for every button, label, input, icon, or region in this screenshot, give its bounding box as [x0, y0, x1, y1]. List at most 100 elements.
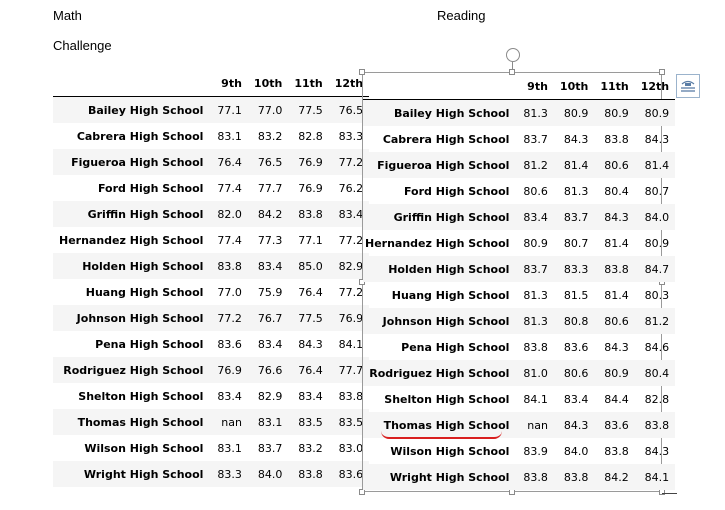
resize-handle-left[interactable]: [359, 279, 365, 285]
resize-handle-bottom[interactable]: [509, 489, 515, 495]
school-name-cell: Cabrera High School: [76, 129, 204, 143]
score-cell: 84.1: [644, 470, 670, 484]
score-cell: 83.8: [338, 389, 364, 403]
score-cell: 83.8: [298, 207, 323, 221]
score-cell: 80.3: [644, 288, 670, 302]
school-name-cell: Holden High School: [82, 259, 204, 273]
challenge-label: Challenge: [53, 38, 112, 53]
school-name-cell: Bailey High School: [393, 106, 510, 120]
reading-label: Reading: [437, 8, 486, 23]
table-row: Figueroa High School 81.2 81.4 80.6 81.4: [363, 152, 676, 178]
score-cell: 81.3: [563, 184, 589, 198]
score-cell: 83.0: [338, 441, 364, 455]
column-header: 12th: [634, 73, 676, 100]
score-cell: 83.6: [217, 337, 242, 351]
school-name-cell: Figueroa High School: [377, 158, 510, 172]
math-label: Math: [53, 8, 82, 23]
score-cell: 76.6: [257, 363, 283, 377]
score-cell: 84.3: [298, 337, 323, 351]
score-cell: 77.2: [338, 285, 364, 299]
school-name-cell: Johnson High School: [76, 311, 204, 325]
school-name-cell: Wright High School: [83, 467, 204, 481]
score-cell: 81.3: [523, 314, 548, 328]
score-cell: 82.8: [644, 392, 670, 406]
score-cell: 80.6: [604, 314, 629, 328]
reading-scores-table: 9th 10th 11th 12th Bailey High School 81.…: [363, 73, 676, 490]
score-cell: 77.2: [338, 233, 364, 247]
score-cell: 82.0: [217, 207, 242, 221]
table-row: Griffin High School 82.0 84.2 83.8 83.4: [53, 201, 370, 227]
layout-options-icon: [681, 80, 695, 92]
table-row: Rodriguez High School 76.9 76.6 76.4 77.7: [53, 357, 370, 383]
table-row: Holden High School 83.8 83.4 85.0 82.9: [53, 253, 370, 279]
score-cell: 76.4: [298, 285, 323, 299]
score-cell: 83.6: [563, 340, 589, 354]
table-row: Wright High School 83.8 83.8 84.2 84.1: [363, 464, 676, 490]
score-cell: 80.4: [644, 366, 670, 380]
score-cell: 84.0: [644, 210, 670, 224]
rotate-icon[interactable]: [506, 48, 520, 62]
column-header: 11th: [594, 73, 635, 100]
reading-table-body: Bailey High School 81.3 80.9 80.9 80.9 Cabrer…: [363, 99, 676, 490]
school-name-cell: Figueroa High School: [71, 155, 204, 169]
score-cell: 84.2: [604, 470, 629, 484]
score-cell: 84.3: [644, 444, 670, 458]
score-cell: 83.1: [217, 129, 242, 143]
school-name-cell: Wilson High School: [390, 444, 510, 458]
score-cell: 80.4: [604, 184, 629, 198]
table-row: Ford High School 77.4 77.7 76.9 76.2: [53, 175, 369, 201]
text-baseline-mark: [662, 493, 677, 494]
score-cell: 83.5: [298, 415, 323, 429]
score-cell: 83.3: [338, 129, 364, 143]
school-name-cell: Thomas High School: [77, 415, 204, 429]
score-cell: 83.4: [257, 337, 283, 351]
resize-handle-bottom-right[interactable]: [659, 489, 665, 495]
score-cell: 81.4: [604, 288, 629, 302]
score-cell: 84.0: [563, 444, 589, 458]
table-row: Bailey High School 77.1 77.0 77.5 76.5: [53, 96, 370, 123]
school-name-cell: Ford High School: [97, 181, 204, 195]
school-name-cell: Thomas High School: [383, 418, 510, 432]
resize-handle-right[interactable]: [659, 279, 665, 285]
score-cell: 81.4: [604, 236, 629, 250]
score-cell: 83.7: [523, 132, 548, 146]
resize-handle-bottom-left[interactable]: [359, 489, 365, 495]
score-cell: 84.2: [257, 207, 283, 221]
score-cell: 80.6: [563, 366, 589, 380]
layout-options-button[interactable]: [676, 74, 700, 98]
score-cell: 77.7: [257, 181, 283, 195]
score-cell: 77.0: [257, 103, 283, 117]
table-row: Shelton High School 83.4 82.9 83.4 83.8: [53, 383, 369, 409]
score-cell: 81.0: [523, 366, 548, 380]
score-cell: 84.3: [563, 418, 589, 432]
score-cell: 80.6: [604, 158, 629, 172]
column-header: 9th: [211, 70, 248, 97]
score-cell: 76.5: [338, 103, 364, 117]
score-cell: 81.4: [563, 158, 589, 172]
school-name-cell: Wright High School: [389, 470, 510, 484]
score-cell: 83.5: [338, 415, 364, 429]
score-cell: 83.8: [563, 470, 589, 484]
score-cell: 82.9: [257, 389, 283, 403]
school-name-cell: Holden High School: [388, 262, 510, 276]
score-cell: 83.4: [298, 389, 323, 403]
annotation-underline: [381, 431, 502, 439]
score-cell: 76.9: [298, 155, 323, 169]
score-cell: 84.7: [644, 262, 670, 276]
score-cell: 75.9: [257, 285, 283, 299]
resize-handle-top-left[interactable]: [359, 69, 365, 75]
score-cell: 83.2: [257, 129, 283, 143]
score-cell: 83.4: [257, 259, 283, 273]
table-row: Johnson High School 81.3 80.8 80.6 81.2: [363, 308, 676, 334]
table-row: Shelton High School 84.1 83.4 84.4 82.8: [363, 386, 675, 412]
score-cell: 83.7: [257, 441, 283, 455]
score-cell: 83.8: [298, 467, 323, 481]
score-cell: 76.2: [338, 181, 364, 195]
column-header: 10th: [247, 70, 289, 97]
score-cell: 84.1: [338, 337, 364, 351]
score-cell: 83.8: [604, 132, 629, 146]
table-row: Huang High School 77.0 75.9 76.4 77.2: [53, 279, 369, 305]
math-table-body: Bailey High School 77.1 77.0 77.5 76.5 Cabrer…: [53, 96, 370, 487]
table-row: Pena High School 83.6 83.4 84.3 84.1: [53, 331, 369, 357]
score-cell: 76.7: [257, 311, 283, 325]
